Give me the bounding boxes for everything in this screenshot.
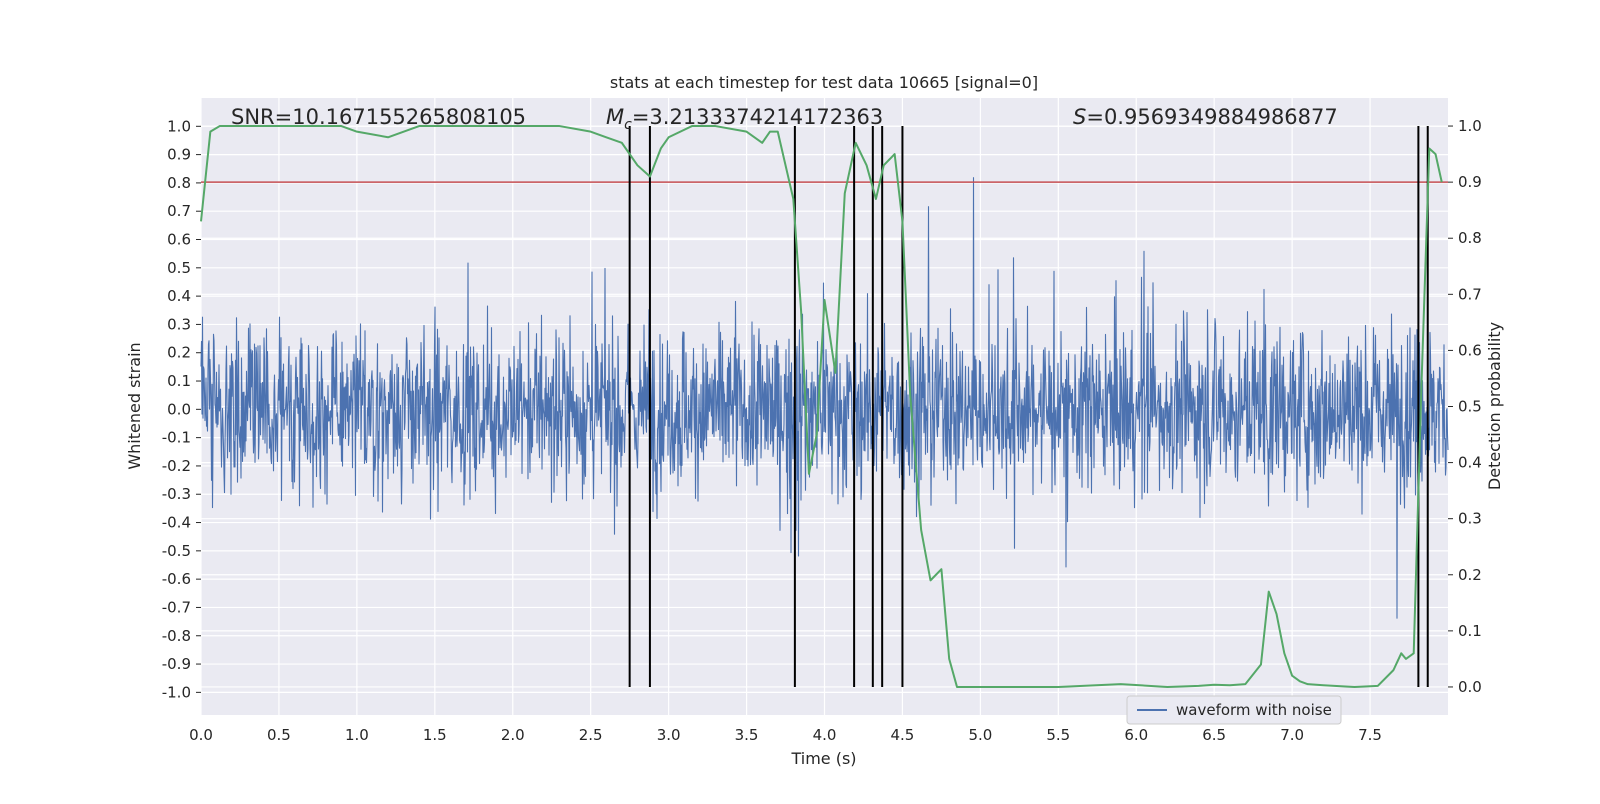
y-tick-label: 0.9 [167,146,191,164]
y2-tick-label: 0.5 [1458,398,1482,416]
legend-box [1126,695,1342,725]
x-tick-label: 7.5 [1358,726,1382,744]
y-tick-label: -1.0 [162,683,191,701]
y-tick-label: 0.8 [167,174,191,192]
legend-label: waveform with noise [1176,701,1332,719]
x-tick-label: 1.5 [423,726,447,744]
y-tick-label: -0.4 [162,514,191,532]
mc-subscript: c [624,117,632,133]
y-tick-label: 0.2 [167,344,191,362]
y-tick-label: 1.0 [167,117,191,135]
y-axis-label: Whitened strain [125,342,144,469]
waveform-with-noise-series [200,177,1449,619]
legend: waveform with noise [1126,695,1342,725]
y-tick-label: -0.3 [162,485,191,503]
s-annotation: S=0.9569349884986877 [1073,105,1338,129]
y-tick-label: 0.5 [167,259,191,277]
waveform-line [200,177,1449,619]
x-tick-label: 6.5 [1202,726,1226,744]
y-tick-label: -0.1 [162,429,191,447]
y2-tick-label: 0.6 [1458,341,1482,359]
y2-tick-label: 0.2 [1458,566,1482,584]
y2-tick-label: 0.3 [1458,510,1482,528]
s-value: =0.9569349884986877 [1086,105,1337,129]
y-tick-label: 0.6 [167,231,191,249]
mc-annotation: Mc=3.2133374214172363 [606,105,883,133]
y-tick-label: -0.6 [162,570,191,588]
x-tick-label: 7.0 [1280,726,1304,744]
x-tick-label: 6.0 [1124,726,1148,744]
axes: 0.0 0.5 1.0 1.5 2.0 2.5 3.0 3.5 4.0 4.5 5.0 5.5 6.0 6… [162,117,1482,744]
x-tick-label: 1.0 [345,726,369,744]
x-tick-label: 3.5 [735,726,759,744]
y-tick-label: 0.4 [167,287,191,305]
chart-title: stats at each timestep for test data 106… [610,73,1038,92]
s-symbol: S [1073,105,1086,129]
x-axis-label: Time (s) [790,749,856,768]
y2-tick-label: 1.0 [1458,117,1482,135]
x-tick-label: 0.0 [189,726,213,744]
snr-annotation: SNR=10.167155265808105 [231,105,526,129]
x-tick-label: 5.5 [1046,726,1070,744]
y2-tick-label: 0.0 [1458,678,1482,696]
mc-symbol: M [606,105,624,129]
y-tick-label: 0.0 [167,400,191,418]
y-tick-label: 0.7 [167,202,191,220]
y-tick-label: -0.2 [162,457,191,475]
y2-tick-label: 0.9 [1458,173,1482,191]
x-tick-label: 0.5 [267,726,291,744]
x-tick-label: 2.0 [501,726,525,744]
y-tick-label: -0.7 [162,598,191,616]
detection-probability-series [200,125,1443,688]
detection-probability-line [200,125,1443,688]
mc-value: =3.2133374214172363 [632,105,883,129]
y-tick-label: -0.8 [162,627,191,645]
y2-axis-label: Detection probability [1485,322,1504,490]
y-tick-label: 0.3 [167,315,191,333]
y-tick-label: -0.9 [162,655,191,673]
y2-tick-label: 0.4 [1458,454,1482,472]
y2-tick-label: 0.1 [1458,622,1482,640]
x-tick-label: 2.5 [579,726,603,744]
y2-tick-label: 0.7 [1458,285,1482,303]
y2-tick-label: 0.8 [1458,229,1482,247]
y-tick-label: 0.1 [167,372,191,390]
x-tick-label: 3.0 [657,726,681,744]
x-tick-label: 4.0 [813,726,837,744]
x-tick-label: 4.5 [891,726,915,744]
y-tick-label: -0.5 [162,542,191,560]
x-tick-label: 5.0 [968,726,992,744]
